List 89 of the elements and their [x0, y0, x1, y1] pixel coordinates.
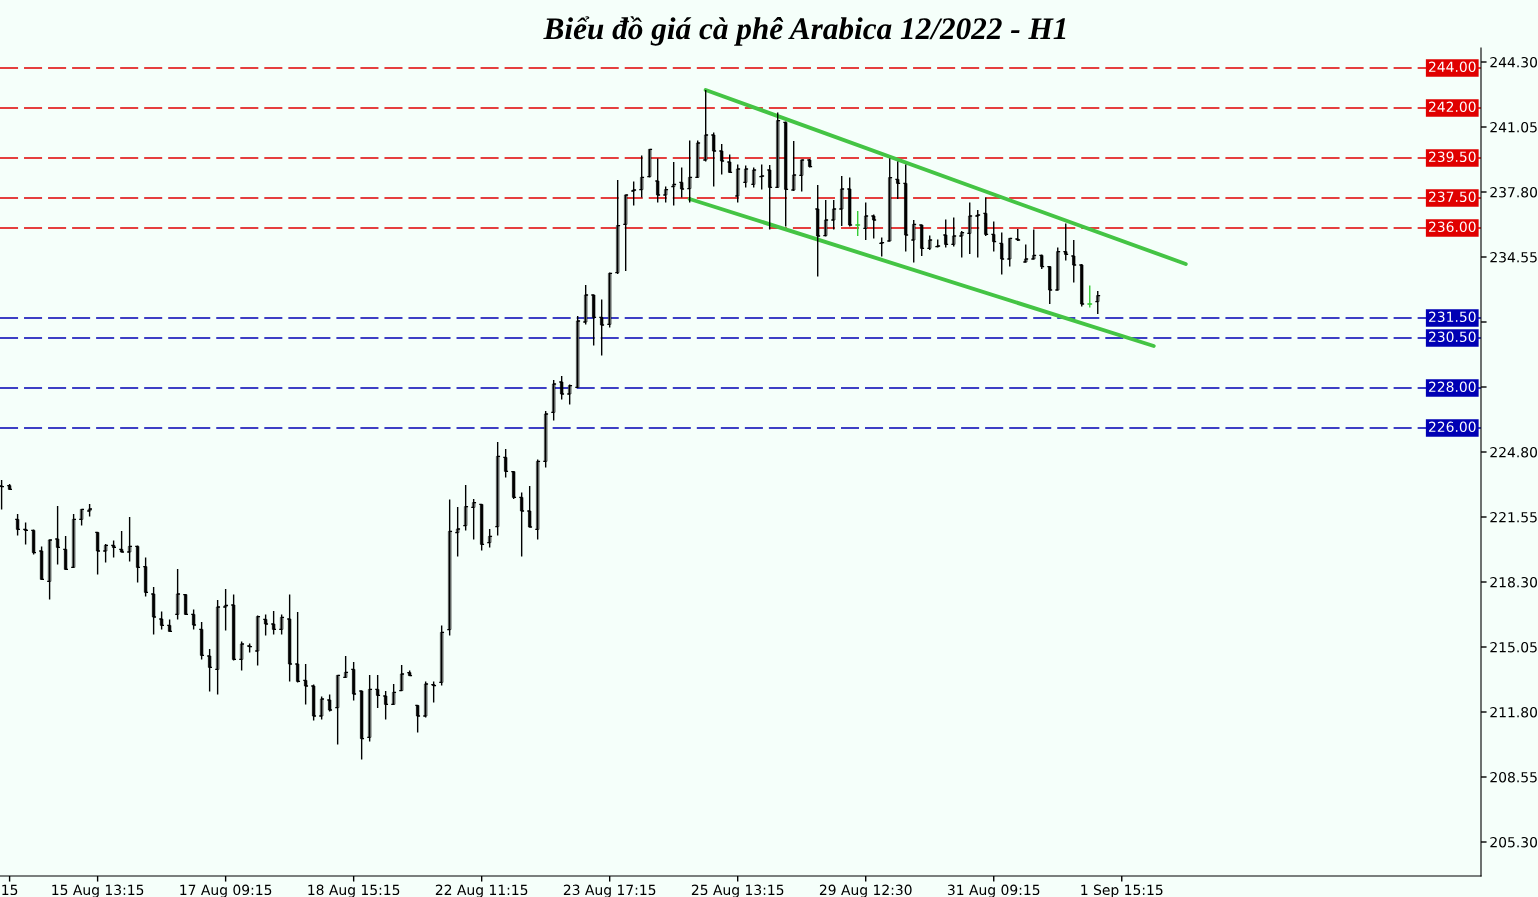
y-tick-label: 218.30 [1490, 576, 1538, 588]
candlestick [38, 545, 45, 581]
candlestick [574, 315, 581, 389]
y-tick-label: 237.80 [1490, 186, 1538, 198]
candlestick [734, 163, 741, 204]
candlestick [150, 586, 157, 636]
y-tick-label: 205.30 [1490, 836, 1538, 848]
candlestick [814, 184, 821, 278]
candlestick [358, 690, 365, 761]
candlestick [550, 379, 557, 422]
candlestick [214, 599, 221, 696]
candlestick [174, 568, 181, 621]
candlestick [510, 470, 517, 500]
candlestick [542, 410, 549, 469]
candlestick [774, 111, 781, 189]
x-tick-label: 17 Aug 09:15 [180, 884, 272, 897]
candlestick [366, 674, 373, 743]
candlestick [206, 648, 213, 693]
candlestick [1006, 237, 1013, 268]
candlestick [1046, 265, 1053, 305]
ref-line-label: 231.50 [1428, 311, 1476, 323]
candlestick [622, 194, 629, 272]
y-tick-label: 224.80 [1490, 446, 1538, 458]
ref-line-label: 228.00 [1428, 381, 1476, 393]
candlestick [886, 157, 893, 242]
x-tick-label: 25 Aug 13:15 [691, 884, 784, 897]
y-tick-label: 244.30 [1490, 56, 1538, 68]
ref-line-label: 239.50 [1428, 151, 1476, 163]
candlestick [606, 271, 613, 329]
y-tick-label: 215.05 [1490, 641, 1537, 653]
candlestick [966, 201, 973, 255]
candlestick [1078, 263, 1085, 308]
candlestick [62, 535, 69, 571]
candlestick [902, 163, 909, 253]
ref-line-label: 226.00 [1428, 421, 1476, 433]
ref-line-label: 244.00 [1428, 61, 1476, 73]
ref-line-label: 230.50 [1428, 331, 1476, 343]
candlestick [286, 593, 293, 683]
x-tick-label: 15 Aug 13:15 [52, 884, 144, 897]
candlestick [142, 556, 149, 598]
x-tick-label: 1 Sep 15:15 [1081, 884, 1163, 897]
y-tick-label: 208.55 [1490, 771, 1537, 783]
x-tick-label: 23 Aug 17:15 [563, 884, 656, 897]
y-tick-label: 221.55 [1490, 511, 1537, 523]
candlestick [134, 544, 141, 584]
candlestick [782, 120, 789, 228]
candlestick [70, 513, 77, 569]
y-tick-label: 234.55 [1490, 251, 1537, 263]
candlestick [1054, 246, 1061, 292]
candlestick [846, 176, 853, 228]
ref-line-label: 236.00 [1428, 221, 1476, 233]
candlestick [646, 148, 653, 179]
candlestick [694, 139, 701, 179]
candlestick [254, 614, 261, 667]
chart-title: Biểu đồ giá cà phê Arabica 12/2022 - H1 [543, 16, 1066, 46]
candlestick [382, 690, 389, 721]
candlestick [310, 683, 317, 722]
candlestick [614, 179, 621, 275]
candlestick [182, 593, 189, 616]
candlestick [566, 383, 573, 406]
y-tick-label: 241.05 [1490, 121, 1537, 133]
x-tick-label: 29 Aug 12:30 [819, 884, 912, 897]
ref-line-label: 237.50 [1428, 191, 1476, 203]
candlestick [334, 674, 341, 746]
x-tick-label: 22 Aug 11:15 [435, 884, 528, 897]
x-tick-label: 18 Aug 15:15 [308, 884, 400, 897]
candlestick [198, 621, 205, 661]
candlestick [438, 624, 445, 687]
candlestick [422, 680, 429, 719]
candlestick [702, 89, 709, 163]
candlestick [838, 175, 845, 227]
candlestick [46, 538, 53, 601]
candlestick [942, 218, 949, 249]
x-tick-label: 15 [2, 884, 18, 896]
y-tick-label: 211.80 [1490, 706, 1538, 718]
candlestick [982, 196, 989, 237]
candlestick [494, 441, 501, 537]
candlestick [294, 611, 301, 684]
candlestick [582, 284, 589, 326]
candlestick [918, 224, 925, 257]
candlestick [478, 503, 485, 552]
candlestick [766, 164, 773, 231]
ref-line-label: 242.00 [1428, 101, 1476, 113]
x-tick-label: 31 Aug 09:15 [947, 884, 1040, 897]
candlestick [534, 458, 541, 541]
candlestick [54, 505, 61, 566]
candlestick [230, 593, 237, 662]
candlestick [590, 294, 597, 347]
candlestick [446, 498, 453, 637]
